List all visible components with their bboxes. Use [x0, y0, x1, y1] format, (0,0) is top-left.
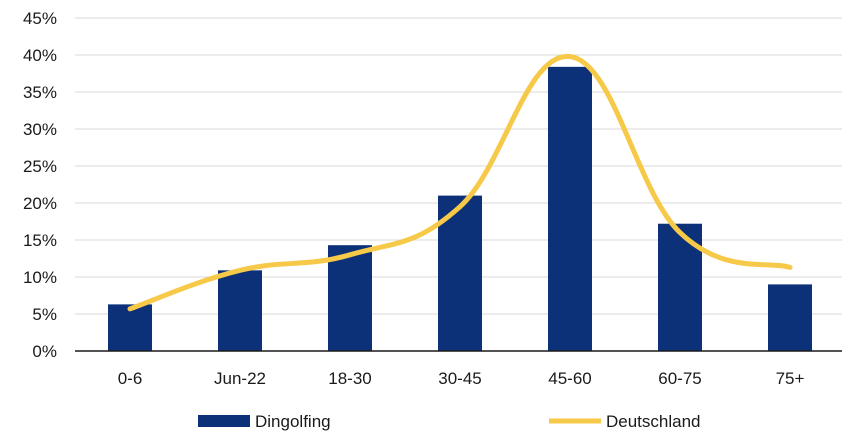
legend-swatch-dingolfing	[198, 415, 250, 427]
gridlines	[75, 17, 842, 315]
bar-dingolfing	[218, 270, 262, 351]
y-tick-label: 5%	[32, 305, 57, 324]
y-tick-label: 25%	[23, 157, 57, 176]
bar-dingolfing	[108, 304, 152, 351]
x-tick-label: 30-45	[438, 369, 481, 388]
bar-dingolfing	[768, 284, 812, 351]
x-tick-label: 75+	[776, 369, 805, 388]
y-tick-label: 15%	[23, 231, 57, 250]
x-tick-label: 0-6	[118, 369, 143, 388]
y-tick-label: 35%	[23, 83, 57, 102]
line-deutschland	[127, 53, 793, 312]
x-tick-label: 60-75	[658, 369, 701, 388]
x-tick-label: 18-30	[328, 369, 371, 388]
bar-dingolfing	[548, 66, 592, 351]
y-axis-ticks: 0% 5% 10% 15% 20% 25% 30% 35% 40% 45%	[23, 9, 57, 361]
bars-dingolfing	[108, 66, 812, 351]
y-tick-label: 45%	[23, 9, 57, 28]
legend-label-deutschland: Deutschland	[606, 412, 701, 431]
y-tick-label: 30%	[23, 120, 57, 139]
bar-dingolfing	[328, 245, 372, 351]
legend: Dingolfing Deutschland	[198, 412, 701, 431]
series-line-deutschland	[127, 53, 793, 312]
y-tick-label: 20%	[23, 194, 57, 213]
x-tick-label: 45-60	[548, 369, 591, 388]
y-tick-label: 10%	[23, 268, 57, 287]
legend-label-dingolfing: Dingolfing	[255, 412, 331, 431]
x-axis-ticks: 0-6 Jun-22 18-30 30-45 45-60 60-75 75+	[118, 369, 805, 388]
y-tick-label: 40%	[23, 46, 57, 65]
y-tick-label: 0%	[32, 342, 57, 361]
x-tick-label: Jun-22	[214, 369, 266, 388]
